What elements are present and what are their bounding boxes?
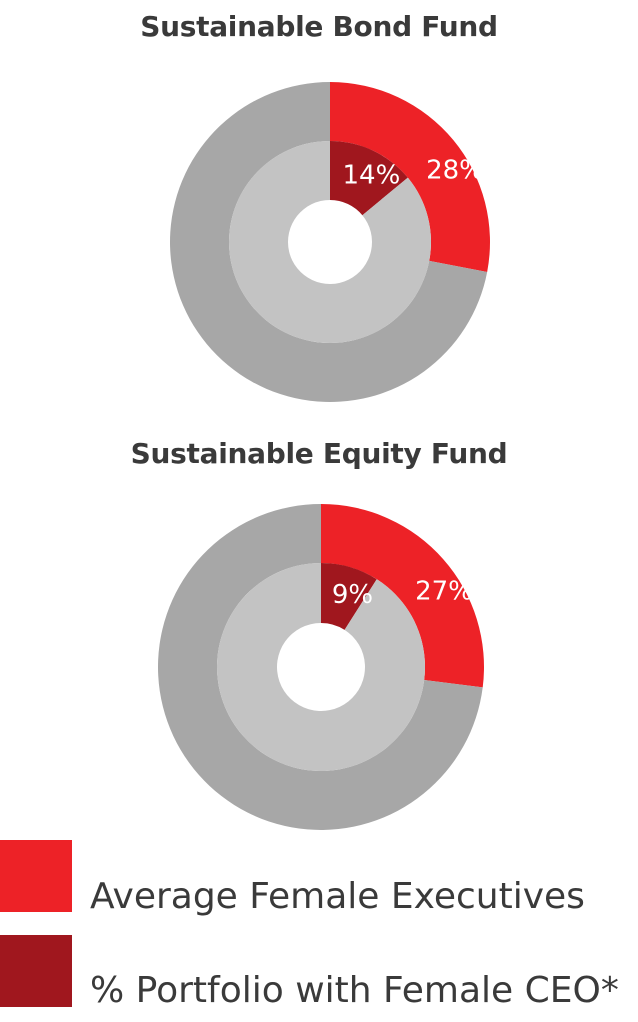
legend-label-female-executives: Average Female Executives [90,876,585,917]
inner-data-label: 9% [332,580,373,610]
chart-title: Sustainable Bond Fund [140,10,498,43]
legend-label-female-ceo: % Portfolio with Female CEO* [90,970,619,1011]
outer-ring-slice [321,504,484,688]
outer-ring-slice [330,82,490,272]
donut-chart-equity: 27% 9% [158,504,484,830]
inner-ring-slice [228,141,431,343]
inner-data-label: 14% [343,160,401,190]
inner-ring-slice [330,141,408,216]
donut-chart-bond: 28% 14% [169,82,490,402]
outer-ring-slice [158,504,483,830]
outer-data-label: 28% [426,155,484,185]
inner-ring-slice [321,563,377,630]
outer-data-label: 27% [415,577,473,607]
legend-swatch-female-executives [0,840,72,912]
chart-title: Sustainable Equity Fund [130,437,508,470]
outer-ring-slice [169,82,488,402]
legend-swatch-female-ceo [0,935,72,1007]
inner-ring-slice [216,563,425,771]
